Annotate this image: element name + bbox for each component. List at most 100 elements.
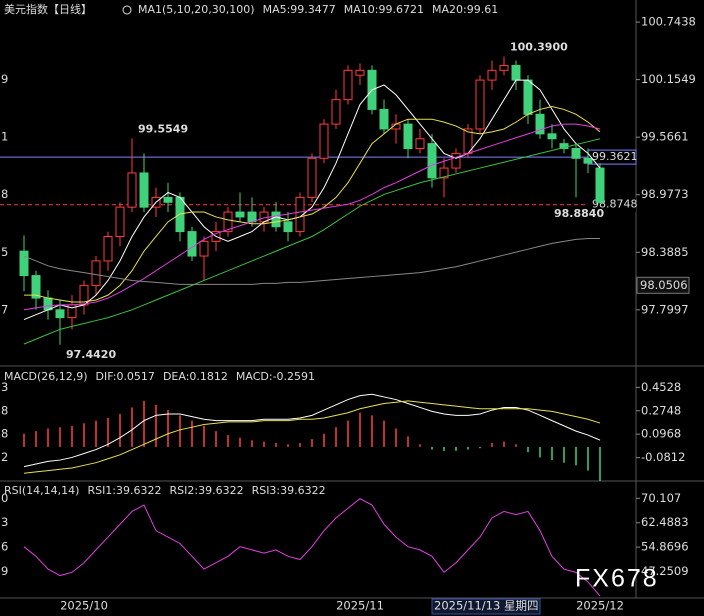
candle-body — [163, 196, 173, 203]
legend-item: MA5:99.3477 — [263, 3, 336, 16]
candle-body — [595, 167, 605, 203]
left-tick-label: 9 — [1, 564, 8, 578]
left-tick-label: 8 — [1, 187, 8, 201]
legend-item: MACD(26,12,9) — [4, 370, 88, 383]
legend-item: RSI3:39.6322 — [252, 484, 326, 497]
candle-body — [115, 206, 125, 237]
y-tick-label: 0.0968 — [641, 427, 681, 441]
candle-body — [475, 79, 485, 130]
level-label: 99.3621 — [592, 150, 638, 163]
indicator-line — [23, 237, 600, 285]
y-tick-label: 70.107 — [641, 491, 681, 505]
annotation: 98.8840 — [554, 207, 604, 220]
y-tick-label: 100.1549 — [641, 72, 696, 86]
candle-body — [415, 138, 425, 150]
candle-body — [319, 123, 329, 159]
left-tick-label: 6 — [1, 540, 8, 554]
left-tick-label: 8 — [1, 403, 8, 417]
candle-body — [19, 250, 29, 277]
y-tick-label: 100.7438 — [641, 15, 696, 29]
indicator-line — [23, 123, 601, 311]
candle-body — [187, 231, 197, 257]
y-tick-label: 98.9773 — [641, 187, 689, 201]
crosshair-date-box — [431, 598, 541, 615]
candle-body — [451, 152, 461, 169]
y-tick-label: 54.8696 — [641, 540, 689, 554]
candle-body — [295, 196, 305, 233]
legend-item: RSI1:39.6322 — [87, 484, 161, 497]
y-tick-label: 62.4883 — [641, 515, 689, 529]
x-tick-label: 2025/11/13 星期四 — [434, 599, 538, 613]
candle-body — [127, 172, 137, 208]
left-tick-label: 8 — [1, 427, 8, 441]
indicator-line — [24, 105, 601, 303]
y-tick-label: 98.3885 — [641, 245, 689, 259]
candle-body — [523, 79, 533, 115]
y-tick-label: 47.2509 — [641, 564, 689, 578]
candle-body — [403, 123, 413, 150]
candle-body — [535, 113, 545, 135]
indicator-line — [23, 393, 601, 468]
candle-body — [511, 64, 521, 81]
y-tick-label: 0.4528 — [641, 380, 681, 394]
annotation: 99.5549 — [138, 122, 188, 135]
candle-body — [43, 297, 53, 311]
left-tick-label: 1 — [1, 130, 8, 144]
legend-item: DIF:0.0517 — [96, 370, 155, 383]
candle-body — [283, 221, 293, 233]
price-mark-box — [636, 276, 690, 294]
candle-body — [235, 211, 245, 218]
indicator-line — [23, 79, 601, 321]
candle-body — [55, 309, 65, 319]
left-tick-label: 0 — [1, 491, 8, 505]
annotation: 97.4420 — [66, 348, 116, 361]
candle-body — [91, 260, 101, 286]
candle-body — [31, 275, 41, 299]
candle-body — [223, 211, 233, 233]
candle-body — [307, 157, 317, 198]
legend-item: RSI(14,14,14) — [4, 484, 79, 497]
candle-body — [199, 240, 209, 257]
x-tick-label: 2025/10 — [60, 599, 108, 613]
candle-body — [499, 64, 509, 71]
legend-item: DEA:0.1812 — [163, 370, 228, 383]
legend-item: MA10:99.6721 — [344, 3, 424, 16]
left-tick-label: 3 — [1, 380, 8, 394]
chart-title: 美元指数【日线】 — [4, 2, 92, 16]
annotation: 100.3900 — [510, 41, 568, 54]
x-tick-label: 2025/11 — [336, 599, 384, 613]
candle-body — [247, 211, 257, 223]
left-tick-label: 3 — [1, 515, 8, 529]
settings-icon — [122, 5, 132, 15]
y-tick-label: 99.5661 — [641, 130, 689, 144]
legend-item: MA20:99.61 — [432, 3, 498, 16]
candle-body — [487, 69, 497, 81]
y-tick-label: 0.2748 — [641, 403, 681, 417]
candle-body — [271, 211, 281, 228]
candle-body — [439, 167, 449, 179]
candle-body — [571, 148, 581, 159]
left-tick-label: 9 — [1, 72, 8, 86]
left-tick-label: 2 — [1, 450, 8, 464]
candle-body — [343, 69, 353, 101]
candle-body — [139, 172, 149, 208]
left-tick-label: 7 — [1, 302, 8, 316]
left-tick-label: 5 — [1, 245, 8, 259]
indicator-line — [23, 400, 601, 474]
y-tick-label: -0.0812 — [641, 450, 685, 464]
legend-item: RSI2:39.6322 — [170, 484, 244, 497]
candle-body — [547, 133, 557, 140]
legend-item: MACD:-0.2591 — [236, 370, 315, 383]
candle-body — [355, 69, 365, 76]
candle-body — [427, 143, 437, 179]
indicator-line — [23, 498, 601, 597]
candle-body — [379, 108, 389, 130]
candle-body — [331, 99, 341, 125]
candle-body — [583, 157, 593, 164]
watermark: FX678 — [575, 565, 659, 593]
candle-body — [103, 235, 113, 262]
indicator-line — [23, 138, 601, 345]
